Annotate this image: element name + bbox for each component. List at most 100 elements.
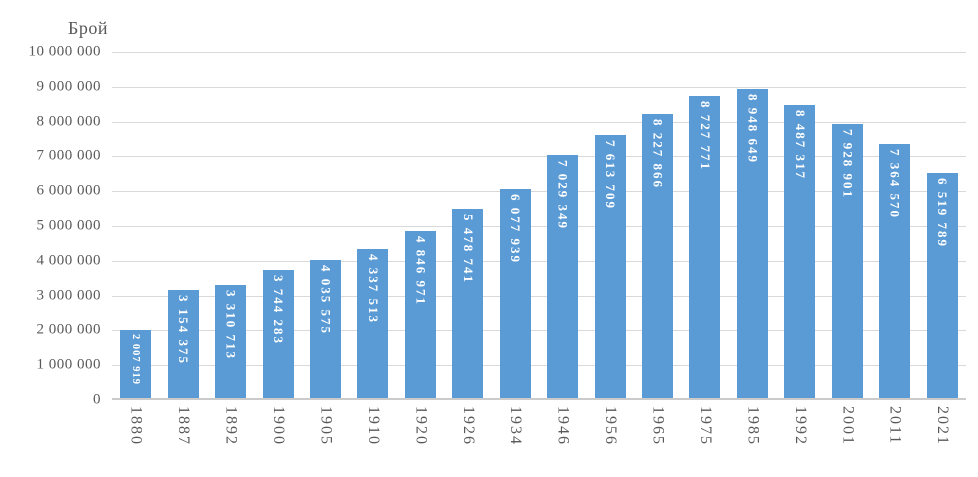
gridline bbox=[112, 295, 966, 297]
x-tick: 2011 bbox=[871, 406, 918, 446]
bar-slot: 7 613 709 bbox=[586, 52, 633, 400]
x-tick: 1934 bbox=[492, 406, 539, 446]
bar-2011: 7 364 570 bbox=[879, 143, 911, 400]
bar-slot: 8 227 866 bbox=[634, 52, 681, 400]
x-tick: 1926 bbox=[444, 406, 491, 446]
bar-value-label: 4 846 971 bbox=[413, 236, 429, 307]
x-tick-label: 1920 bbox=[412, 406, 430, 446]
y-tick-label: 0 bbox=[93, 391, 101, 408]
bar-1934: 6 077 939 bbox=[499, 188, 531, 400]
gridline bbox=[112, 191, 966, 193]
x-tick: 1992 bbox=[776, 406, 823, 446]
bar-slot: 7 928 901 bbox=[824, 52, 871, 400]
x-tick: 1975 bbox=[681, 406, 728, 446]
bar-slot: 3 744 283 bbox=[254, 52, 301, 400]
bar-value-label: 8 948 649 bbox=[745, 93, 761, 164]
bar-slot: 8 487 317 bbox=[776, 52, 823, 400]
gridline bbox=[112, 226, 966, 227]
bar-2001: 7 928 901 bbox=[831, 124, 863, 400]
bar-value-label: 5 478 741 bbox=[460, 214, 476, 285]
bar-slot: 2 007 919 bbox=[112, 52, 159, 400]
bar-1900: 3 744 283 bbox=[262, 269, 294, 400]
x-tick-label: 1905 bbox=[317, 406, 335, 446]
bar-value-label: 3 744 283 bbox=[271, 274, 287, 345]
y-tick-label: 4 000 000 bbox=[36, 252, 101, 269]
x-tick-label: 1934 bbox=[507, 406, 525, 446]
x-tick: 1900 bbox=[254, 406, 301, 446]
x-tick-label: 1956 bbox=[602, 406, 620, 446]
plot-area: 2 007 919 3 154 375 3 310 713 3 744 283 4 03… bbox=[112, 52, 966, 400]
y-axis: 0 1 000 000 2 000 000 3 000 000 4 000 000 5 0… bbox=[0, 44, 101, 408]
bar-1926: 5 478 741 bbox=[452, 209, 484, 400]
x-tick-label: 1892 bbox=[222, 406, 240, 446]
bar-slot: 4 035 575 bbox=[302, 52, 349, 400]
bar-slot: 4 846 971 bbox=[397, 52, 444, 400]
bar-value-label: 7 613 709 bbox=[603, 140, 619, 211]
gridline bbox=[112, 365, 966, 367]
bar-value-label: 4 035 575 bbox=[318, 264, 334, 335]
bar-1910: 4 337 513 bbox=[357, 249, 389, 400]
x-tick-label: 1975 bbox=[696, 406, 714, 446]
x-tick: 1880 bbox=[112, 406, 159, 446]
y-axis-title: Брой bbox=[68, 18, 108, 38]
bar-2021: 6 519 789 bbox=[926, 173, 958, 400]
x-tick-label: 1985 bbox=[744, 406, 762, 446]
gridline bbox=[112, 121, 966, 123]
bar-value-label: 3 154 375 bbox=[176, 295, 192, 366]
x-tick-label: 1880 bbox=[127, 406, 145, 446]
x-tick-label: 1887 bbox=[175, 406, 193, 446]
bar-1887: 3 154 375 bbox=[167, 290, 199, 400]
bar-slot: 8 948 649 bbox=[729, 52, 776, 400]
gridline bbox=[112, 330, 966, 332]
x-tick-label: 1946 bbox=[554, 406, 572, 446]
bar-1965: 8 227 866 bbox=[642, 113, 674, 400]
x-tick-label: 1926 bbox=[459, 406, 477, 446]
bar-1920: 4 846 971 bbox=[404, 231, 436, 400]
x-tick-label: 2001 bbox=[839, 406, 857, 446]
gridline bbox=[112, 86, 966, 88]
gridline bbox=[112, 260, 966, 262]
gridline bbox=[112, 156, 966, 158]
bar-slot: 6 519 789 bbox=[918, 52, 965, 400]
bar-1992: 8 487 317 bbox=[784, 104, 816, 400]
bar-value-label: 6 077 939 bbox=[508, 193, 524, 264]
x-axis-line bbox=[112, 398, 966, 400]
bar-slot: 4 337 513 bbox=[349, 52, 396, 400]
bar-value-label: 8 727 771 bbox=[697, 101, 713, 172]
bar-slot: 7 029 349 bbox=[539, 52, 586, 400]
bar-1880: 2 007 919 bbox=[120, 330, 152, 400]
x-tick-label: 1910 bbox=[364, 406, 382, 446]
bar-slot: 5 478 741 bbox=[444, 52, 491, 400]
y-tick-label: 1 000 000 bbox=[36, 356, 101, 373]
bar-1985: 8 948 649 bbox=[736, 88, 768, 400]
y-tick-label: 6 000 000 bbox=[36, 182, 101, 199]
bar-value-label: 4 337 513 bbox=[365, 254, 381, 325]
gridline bbox=[112, 52, 966, 53]
bar-1975: 8 727 771 bbox=[689, 96, 721, 400]
x-tick: 1985 bbox=[729, 406, 776, 446]
bar-slot: 8 727 771 bbox=[681, 52, 728, 400]
bar-value-label: 8 487 317 bbox=[792, 109, 808, 180]
x-tick-label: 1992 bbox=[791, 406, 809, 446]
bar-value-label: 6 519 789 bbox=[935, 178, 951, 249]
x-tick-label: 1965 bbox=[649, 406, 667, 446]
y-tick-label: 5 000 000 bbox=[36, 217, 101, 234]
y-tick-label: 2 000 000 bbox=[36, 321, 101, 338]
y-tick-label: 10 000 000 bbox=[28, 43, 101, 60]
y-tick-label: 3 000 000 bbox=[36, 287, 101, 304]
bar-1956: 7 613 709 bbox=[594, 135, 626, 400]
bar-slot: 3 310 713 bbox=[207, 52, 254, 400]
bar-value-label: 7 029 349 bbox=[555, 160, 571, 231]
bar-value-label: 2 007 919 bbox=[130, 334, 142, 386]
x-tick: 2021 bbox=[918, 406, 965, 446]
x-axis: 1880 1887 1892 1900 1905 1910 1920 1926 1934 1946… bbox=[112, 406, 966, 446]
x-tick: 2001 bbox=[824, 406, 871, 446]
y-tick-label: 7 000 000 bbox=[36, 147, 101, 164]
bar-1946: 7 029 349 bbox=[547, 155, 579, 400]
x-tick-label: 2021 bbox=[934, 406, 952, 446]
x-tick: 1905 bbox=[302, 406, 349, 446]
bar-slot: 6 077 939 bbox=[492, 52, 539, 400]
x-tick: 1965 bbox=[634, 406, 681, 446]
bar-1892: 3 310 713 bbox=[215, 284, 247, 400]
